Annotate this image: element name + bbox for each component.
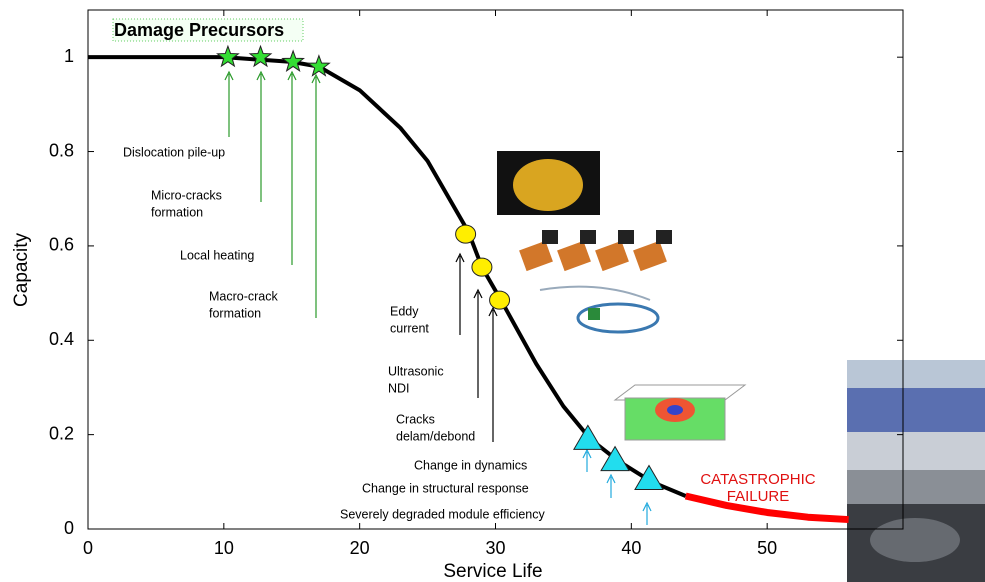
y-tick-label: 0.4 xyxy=(49,329,74,349)
aircraft-photos xyxy=(847,360,985,582)
circle-marker xyxy=(489,290,511,310)
annotation: Severely degraded module efficiency xyxy=(340,507,546,521)
annotation: Cracks xyxy=(396,412,435,426)
annotation: delam/debond xyxy=(396,429,475,443)
annotation: current xyxy=(390,321,429,335)
annotation: CATASTROPHIC xyxy=(700,471,815,488)
curve xyxy=(684,492,849,524)
glove-shape xyxy=(513,159,583,211)
x-tick-label: 0 xyxy=(83,538,93,558)
annotation: NDI xyxy=(388,381,410,395)
x-tick-label: 50 xyxy=(757,538,777,558)
annotation: Local heating xyxy=(180,248,254,262)
y-tick-label: 0.2 xyxy=(49,423,74,443)
green-arrows xyxy=(224,70,321,318)
sensor-image xyxy=(519,230,672,272)
circle-marker xyxy=(471,257,493,277)
cyan-arrows xyxy=(582,448,652,525)
y-tick-label: 0.6 xyxy=(49,235,74,255)
annotation: Change in structural response xyxy=(362,481,529,495)
star-marker xyxy=(281,49,305,72)
triangle-marker xyxy=(600,445,630,472)
y-tick-label: 0 xyxy=(64,518,74,538)
x-tick-label: 40 xyxy=(621,538,641,558)
triangle-marker xyxy=(634,464,664,490)
star-marker xyxy=(307,54,331,77)
arrows xyxy=(224,70,652,525)
fiber-image xyxy=(539,285,660,334)
plot-frame xyxy=(87,9,904,530)
annotation: Macro-crack xyxy=(209,289,279,303)
illustrations xyxy=(497,151,985,582)
x-axis-label: Service Life xyxy=(443,561,542,582)
x-tick-label: 30 xyxy=(485,538,505,558)
star-marker xyxy=(248,44,273,68)
y-tick-label: 0.8 xyxy=(49,140,74,160)
wave-image xyxy=(613,384,747,441)
star-marker xyxy=(216,44,240,68)
annotation: formation xyxy=(209,306,261,320)
annotation: Micro-cracks xyxy=(151,188,222,202)
y-tick-label: 1 xyxy=(64,46,74,66)
annotation: Change in dynamics xyxy=(414,458,527,472)
x-tick-label: 20 xyxy=(350,538,370,558)
x-tick-label: 10 xyxy=(214,538,234,558)
annotation: formation xyxy=(151,205,203,219)
black-arrows xyxy=(455,252,498,442)
y-axis-label: Capacity xyxy=(11,233,32,307)
title-box xyxy=(112,18,304,42)
triangle-marker xyxy=(572,424,603,450)
circle-marker xyxy=(455,224,477,244)
curve xyxy=(88,55,687,498)
annotation: FAILURE xyxy=(727,488,790,505)
annotation: Ultrasonic xyxy=(388,364,444,378)
annotation: Dislocation pile-up xyxy=(123,145,225,159)
chart-title: Damage Precursors xyxy=(114,20,284,40)
annotation: Eddy xyxy=(390,304,419,318)
